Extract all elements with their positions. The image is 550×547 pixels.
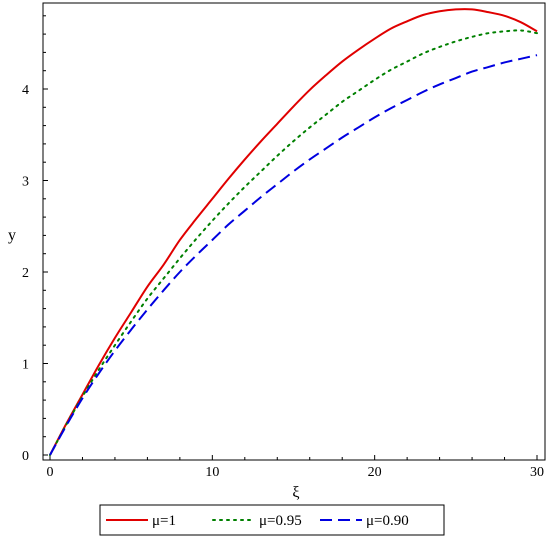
y-tick-label: 0	[22, 449, 29, 464]
x-axis-label: ξ	[292, 484, 299, 501]
y-axis-label: y	[8, 227, 16, 244]
y-tick-label: 3	[22, 175, 29, 190]
x-tick-label: 20	[368, 465, 382, 480]
series-line-3	[49, 54, 538, 456]
legend-label-2: μ=0.95	[259, 513, 302, 529]
plot-area-border	[42, 2, 546, 461]
x-tick-label: 0	[47, 465, 54, 480]
x-tick-label: 10	[205, 465, 219, 480]
y-axis-ticks: 0 1 2 3 4	[22, 15, 48, 464]
legend: μ=1 μ=0.95 μ=0.90	[99, 504, 445, 536]
plot-frame	[42, 2, 546, 461]
x-axis-ticks: 0 10 20 30	[47, 455, 544, 480]
legend-label-3: μ=0.90	[366, 513, 409, 529]
y-tick-label: 1	[22, 358, 29, 373]
y-tick-label: 2	[22, 266, 29, 281]
series-line-1	[49, 8, 538, 456]
y-tick-label: 4	[22, 83, 29, 98]
x-tick-label: 30	[530, 465, 544, 480]
series-lines	[49, 8, 538, 456]
legend-box	[99, 504, 445, 536]
series-line-2	[49, 29, 538, 456]
legend-label-1: μ=1	[152, 513, 176, 529]
